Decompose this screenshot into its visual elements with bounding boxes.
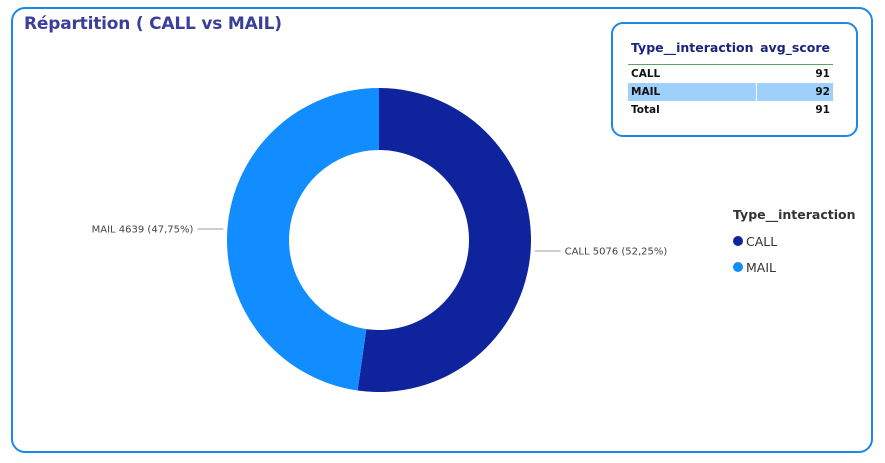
legend-label-call: CALL <box>746 233 778 249</box>
chart-legend: Type__interaction CALL MAIL <box>733 207 856 280</box>
cell-type: CALL <box>631 68 661 80</box>
table-row-call[interactable]: CALL 91 <box>628 65 833 84</box>
table-row-total: Total 91 <box>628 101 833 119</box>
legend-marker-mail <box>733 262 743 272</box>
table-header-row: Type__interaction avg_score <box>628 36 833 65</box>
cell-score: 91 <box>815 68 830 80</box>
legend-item-call[interactable]: CALL <box>733 228 856 254</box>
data-label-call: CALL 5076 (52,25%) <box>565 247 668 258</box>
cell-score: 92 <box>756 83 833 101</box>
column-header-type[interactable]: Type__interaction <box>628 36 757 65</box>
legend-label-mail: MAIL <box>746 259 776 275</box>
slice-mail[interactable] <box>226 88 379 391</box>
score-table-card: Type__interaction avg_score CALL 91 MAIL… <box>611 22 858 137</box>
score-table: Type__interaction avg_score CALL 91 MAIL… <box>628 36 833 119</box>
data-label-mail: MAIL 4639 (47,75%) <box>92 224 194 235</box>
slice-call[interactable] <box>357 88 531 392</box>
cell-type: MAIL <box>628 83 757 101</box>
chart-title: Répartition ( CALL vs MAIL) <box>24 14 282 34</box>
table-row-mail[interactable]: MAIL 92 <box>628 83 833 101</box>
legend-marker-call <box>733 236 743 246</box>
legend-title: Type__interaction <box>733 207 856 222</box>
column-header-avg-score[interactable]: avg_score <box>756 36 833 65</box>
cell-score: 91 <box>815 104 830 116</box>
cell-type: Total <box>631 104 660 116</box>
legend-item-mail[interactable]: MAIL <box>733 254 856 280</box>
